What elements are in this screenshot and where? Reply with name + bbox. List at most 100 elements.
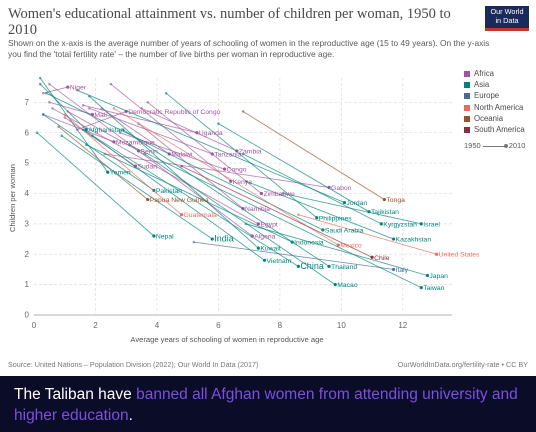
country-label: Gabon: [331, 185, 352, 192]
logo-line1: Our World: [490, 7, 524, 16]
series-kazakhstan[interactable]: [244, 180, 396, 241]
country-label: Tanzania: [214, 151, 241, 158]
owid-logo[interactable]: Our World in Data: [485, 6, 529, 31]
series-nepal[interactable]: [35, 131, 156, 238]
series-line: [110, 83, 231, 182]
country-label: Tonga: [386, 197, 405, 204]
point-start: [60, 134, 63, 138]
y-tick-label: 3: [25, 219, 30, 228]
series-line: [122, 129, 330, 267]
country-labels: Niger Democratic Republic of Congo Mali Afg…: [70, 85, 480, 293]
point-end: [425, 273, 430, 278]
series-thailand[interactable]: [121, 128, 331, 268]
x-tick-label: 4: [155, 321, 160, 330]
y-tick-label: 4: [25, 189, 30, 198]
series-united-states[interactable]: [297, 213, 439, 256]
series-jordan[interactable]: [75, 88, 347, 205]
point-end: [296, 264, 300, 268]
point-start: [81, 128, 85, 131]
banner-suffix: .: [128, 407, 133, 424]
point-start: [41, 113, 45, 116]
series-taiwan[interactable]: [127, 143, 423, 290]
country-label: Thailand: [331, 264, 357, 271]
country-label: Vietnam: [267, 258, 292, 265]
news-banner: The Taliban have banned all Afghan women…: [0, 376, 536, 432]
series-israel[interactable]: [281, 192, 423, 226]
country-label: Pakistan: [156, 188, 182, 195]
series-china[interactable]: [81, 128, 300, 268]
series-zimbabwe[interactable]: [146, 101, 264, 196]
point-end: [336, 243, 340, 247]
legend-swatch: [464, 104, 470, 111]
country-label: Niger: [70, 85, 87, 92]
legend-item-south-america[interactable]: South America: [464, 124, 525, 135]
banner-text: The Taliban have banned all Afghan women…: [14, 384, 524, 426]
legend-item-europe[interactable]: Europe: [464, 90, 525, 101]
country-label: Zimbabwe: [263, 191, 295, 198]
country-label: Kenya: [233, 179, 252, 186]
series-macao[interactable]: [143, 152, 337, 287]
series-niger[interactable]: [41, 85, 70, 95]
point-end: [419, 222, 423, 226]
point-start: [244, 180, 248, 183]
series-line: [42, 114, 155, 191]
country-label: Egypt: [260, 221, 277, 228]
country-label: Kyrgyzstan: [383, 221, 417, 228]
series-line: [43, 114, 115, 143]
series-line: [86, 144, 293, 243]
country-label: Japan: [429, 273, 448, 280]
legend-item-asia[interactable]: Asia: [464, 79, 525, 90]
point-end: [327, 264, 331, 268]
point-end: [382, 197, 386, 202]
legend-item-oceania[interactable]: Oceania: [464, 113, 525, 124]
legend-item-north-america[interactable]: North America: [464, 102, 525, 113]
x-tick-label: 2: [93, 321, 98, 330]
series-line: [52, 107, 259, 225]
country-lines: [35, 76, 439, 290]
point-start: [127, 143, 131, 147]
series-yemen[interactable]: [38, 76, 110, 174]
series-india[interactable]: [60, 134, 214, 241]
series-line: [83, 104, 198, 134]
point-start: [192, 240, 196, 244]
point-end: [262, 258, 267, 262]
series-line: [298, 214, 437, 255]
series-mexico[interactable]: [112, 107, 340, 247]
banner-highlight-link[interactable]: banned all Afghan women from attending u…: [14, 386, 518, 424]
legend-item-africa[interactable]: Africa: [464, 68, 525, 79]
series-egypt[interactable]: [51, 107, 260, 226]
legend-label: Africa: [474, 69, 494, 78]
point-start: [146, 101, 150, 104]
series-line: [218, 123, 370, 213]
x-tick-label: 10: [337, 321, 346, 330]
point-end: [419, 286, 423, 290]
series-algeria[interactable]: [48, 82, 254, 238]
series-line: [49, 83, 253, 237]
y-axis-label: Children per woman: [8, 164, 17, 232]
source-url[interactable]: OurWorldInData.org/fertility-rate • CC B…: [397, 360, 528, 369]
country-label: Kazakhstan: [396, 237, 432, 244]
series-line: [61, 135, 213, 240]
point-end: [435, 252, 439, 256]
series-tonga[interactable]: [241, 110, 386, 202]
point-end: [179, 213, 184, 217]
legend-label: Europe: [474, 91, 500, 101]
point-end: [315, 216, 319, 220]
point-start: [88, 107, 91, 110]
country-label: Zambia: [239, 148, 262, 155]
series-philippines[interactable]: [164, 91, 319, 220]
point-end: [392, 267, 396, 272]
point-start: [35, 131, 39, 134]
series-chile[interactable]: [180, 164, 374, 259]
legend: Africa Asia Europe North America Oceania Sout…: [464, 68, 525, 135]
series-kyrgyzstan[interactable]: [241, 152, 383, 226]
series-papua-new-guinea[interactable]: [57, 125, 150, 202]
timeline-indicator[interactable]: 1950 2010: [464, 141, 525, 150]
legend-label: Asia: [474, 80, 490, 90]
point-end: [259, 191, 264, 196]
point-end: [146, 197, 150, 202]
point-start: [51, 107, 54, 110]
country-label: Philippines: [319, 215, 352, 222]
point-end: [321, 228, 325, 232]
series-kenya[interactable]: [109, 82, 233, 183]
